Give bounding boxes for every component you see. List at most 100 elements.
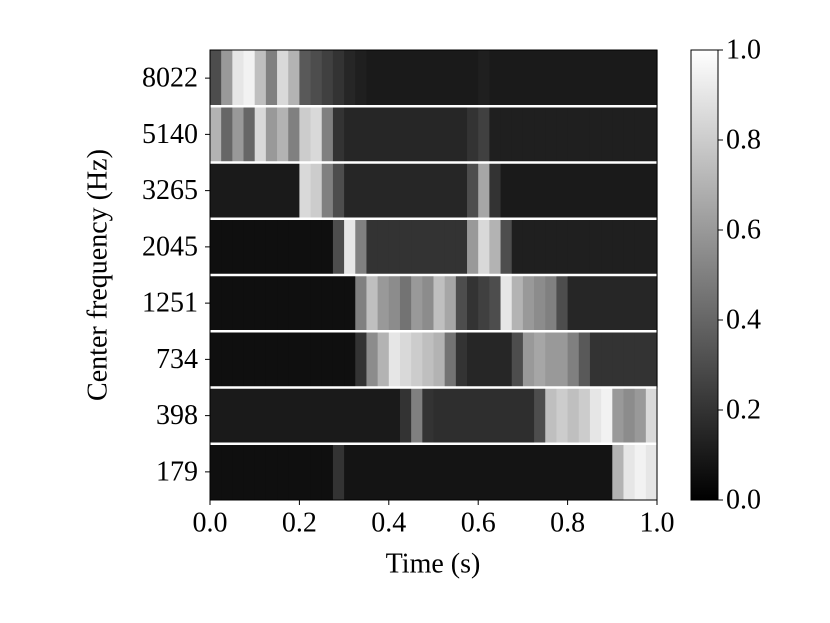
cell bbox=[645, 387, 658, 444]
cell bbox=[623, 106, 636, 163]
cell bbox=[444, 218, 457, 275]
cell bbox=[556, 50, 569, 107]
cell bbox=[556, 331, 569, 388]
cell bbox=[467, 218, 479, 275]
cell bbox=[355, 50, 368, 107]
cell bbox=[422, 162, 435, 219]
cell bbox=[612, 50, 625, 107]
cell bbox=[366, 162, 379, 219]
cell bbox=[254, 218, 267, 275]
cell bbox=[265, 387, 278, 444]
colorbar-tick-label: 0.4 bbox=[726, 304, 761, 335]
cell bbox=[500, 443, 513, 500]
cell bbox=[612, 331, 625, 388]
cell bbox=[589, 443, 602, 500]
cell bbox=[522, 387, 535, 444]
cell bbox=[578, 331, 591, 388]
cell bbox=[612, 162, 625, 219]
cell bbox=[344, 218, 356, 275]
cell bbox=[254, 387, 267, 444]
cell bbox=[399, 106, 412, 163]
cell bbox=[377, 331, 390, 388]
cell bbox=[455, 387, 468, 444]
cell bbox=[232, 218, 245, 275]
cell bbox=[534, 275, 546, 332]
cell bbox=[277, 443, 289, 500]
cell bbox=[489, 162, 502, 219]
cell bbox=[589, 162, 602, 219]
cell bbox=[388, 106, 401, 163]
cell bbox=[534, 331, 546, 388]
cell bbox=[243, 106, 256, 163]
cell bbox=[377, 275, 390, 332]
plot-frame bbox=[209, 49, 658, 501]
cell bbox=[221, 50, 233, 107]
cell bbox=[210, 443, 222, 500]
cell bbox=[344, 162, 356, 219]
cell bbox=[478, 50, 490, 107]
cell bbox=[422, 387, 435, 444]
cell bbox=[254, 162, 267, 219]
cell bbox=[455, 443, 468, 500]
cell bbox=[332, 387, 345, 444]
cell bbox=[545, 443, 558, 500]
cell bbox=[321, 331, 334, 388]
cell bbox=[344, 275, 356, 332]
cell bbox=[578, 275, 591, 332]
cell bbox=[601, 443, 613, 500]
cell bbox=[299, 387, 312, 444]
cell bbox=[310, 443, 323, 500]
x-tick-label: 1.0 bbox=[640, 507, 675, 538]
cell bbox=[545, 275, 558, 332]
cell bbox=[210, 387, 222, 444]
x-tick-label: 0.0 bbox=[193, 507, 228, 538]
y-tick-label: 734 bbox=[156, 344, 198, 375]
cell bbox=[310, 387, 323, 444]
cell bbox=[366, 50, 379, 107]
cell bbox=[210, 331, 222, 388]
cell bbox=[645, 162, 658, 219]
cell bbox=[467, 331, 479, 388]
cell bbox=[645, 331, 658, 388]
cell bbox=[645, 275, 658, 332]
cell bbox=[534, 50, 546, 107]
cell bbox=[522, 331, 535, 388]
cell bbox=[366, 218, 379, 275]
cell bbox=[355, 443, 368, 500]
cell bbox=[601, 50, 613, 107]
cell bbox=[288, 162, 300, 219]
cell bbox=[232, 162, 245, 219]
cell bbox=[500, 106, 513, 163]
cell bbox=[288, 218, 300, 275]
cell bbox=[578, 387, 591, 444]
cell bbox=[399, 275, 412, 332]
cell bbox=[489, 50, 502, 107]
y-tick-label: 179 bbox=[156, 456, 198, 487]
cell bbox=[578, 218, 591, 275]
x-tick-label: 0.8 bbox=[550, 507, 585, 538]
y-tick-label: 1251 bbox=[142, 288, 198, 319]
cell bbox=[455, 275, 468, 332]
cell bbox=[467, 275, 479, 332]
cell bbox=[556, 106, 569, 163]
cell bbox=[444, 162, 457, 219]
cell bbox=[399, 331, 412, 388]
cell bbox=[467, 50, 479, 107]
cell bbox=[265, 50, 278, 107]
cell bbox=[589, 275, 602, 332]
cell bbox=[522, 50, 535, 107]
cell bbox=[288, 443, 300, 500]
cell bbox=[478, 387, 490, 444]
cell bbox=[377, 162, 390, 219]
cell bbox=[634, 50, 647, 107]
cell bbox=[567, 387, 580, 444]
cell bbox=[556, 162, 569, 219]
y-tick-label: 2045 bbox=[142, 231, 198, 262]
cell bbox=[265, 331, 278, 388]
cell bbox=[545, 218, 558, 275]
cell bbox=[556, 275, 569, 332]
cell bbox=[321, 443, 334, 500]
cell bbox=[444, 443, 457, 500]
colorbar bbox=[690, 49, 719, 501]
cell bbox=[444, 331, 457, 388]
